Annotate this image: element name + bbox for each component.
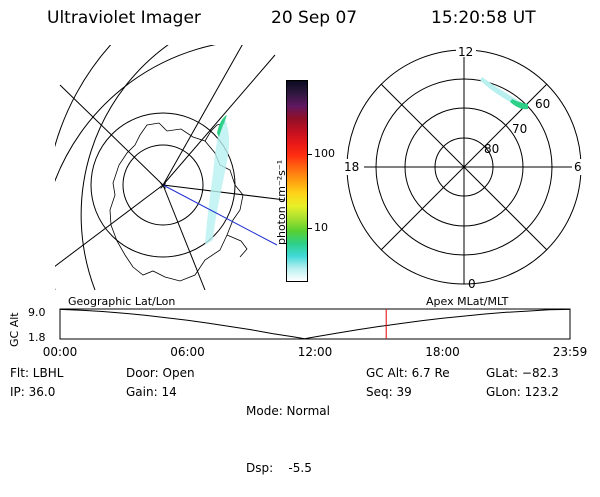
apex-grid-label: Apex MLat/MLT — [426, 295, 509, 308]
gc-alt-ylabel: GC Alt — [8, 312, 21, 347]
polar-plot: 12 18 6 0 60 70 80 — [342, 45, 586, 290]
glon-label: GLon: 123.2 — [486, 385, 559, 399]
mlt-label-0: 0 — [468, 277, 476, 290]
gc-alt-frame — [59, 308, 571, 340]
latitude-arc-3 — [55, 45, 112, 290]
xtick-label: 12:00 — [297, 345, 333, 359]
gain-label: Gain: 14 — [126, 385, 177, 399]
mlt-label-left-bg — [342, 159, 364, 175]
meridian-3 — [55, 184, 164, 267]
ytick-top: 9.0 — [28, 306, 46, 319]
pole-marker: × — [159, 181, 167, 192]
meridian-6 — [162, 184, 206, 290]
time-label: 15:20:58 UT — [431, 8, 536, 28]
ytick-bottom: 1.8 — [28, 331, 46, 344]
gc-alt-series-line — [59, 308, 570, 340]
geo-grid-label: Geographic Lat/Lon — [68, 295, 176, 308]
colorbar-tick-mark — [307, 154, 312, 156]
mlat-label-80: 80 — [484, 142, 499, 156]
xtick-label: 23:59 — [552, 345, 588, 359]
geographic-map: × — [55, 45, 285, 290]
polar-aurora-faint — [480, 77, 525, 107]
xtick-label: 18:00 — [425, 345, 460, 359]
instrument-title: Ultraviolet Imager — [47, 8, 201, 28]
mode-label: Mode: Normal — [246, 404, 330, 418]
mlt-label-18: 18 — [344, 160, 359, 174]
mlt-label-6: 6 — [574, 160, 582, 174]
latitude-arc-1 — [55, 45, 216, 183]
mlt-diag-2 — [380, 83, 548, 251]
filter-label: Flt: LBHL — [10, 366, 64, 380]
mlt-label-right-bg — [572, 159, 586, 175]
meridian-5 — [162, 184, 285, 201]
gc-alt-label: GC Alt: 6.7 Re — [366, 366, 450, 380]
mlat-label-70: 70 — [512, 122, 527, 136]
aurora-emission-bright — [217, 115, 227, 137]
latitude-circle-pole — [122, 144, 204, 226]
antarctica-coastline — [109, 122, 244, 282]
mlt-label-12: 12 — [458, 45, 473, 59]
seq-label: Seq: 39 — [366, 385, 412, 399]
polar-aurora-bright — [510, 99, 528, 110]
aurora-emission-faint — [205, 117, 230, 245]
glat-label: GLat: −82.3 — [486, 366, 559, 380]
door-label: Door: Open — [126, 366, 195, 380]
mlt-label-top-bg — [456, 45, 476, 57]
date-label: 20 Sep 07 — [271, 8, 358, 28]
meridian-4 — [162, 54, 276, 186]
meridian-2 — [59, 84, 164, 186]
colorbar-tick-label: 100 — [314, 147, 335, 161]
latitude-arc-2 — [80, 45, 169, 290]
xtick-label: 00:00 — [42, 345, 78, 359]
dsp-label: Dsp: -5.5 — [246, 461, 312, 475]
xtick-label: 06:00 — [170, 345, 205, 359]
colorbar — [286, 80, 308, 282]
colorbar-tick-mark — [307, 228, 312, 230]
ip-label: IP: 36.0 — [10, 385, 56, 399]
colorbar-tick-label: 10 — [314, 221, 328, 235]
gc-alt-chart: GC Alt 9.0 1.8 — [8, 306, 571, 347]
ice-shelf-coast — [226, 234, 248, 258]
sun-direction-line — [162, 184, 278, 246]
mlat-label-60: 60 — [535, 97, 550, 111]
colorbar-unit-label: photon cm⁻²s⁻¹ — [275, 159, 288, 245]
meridian-1 — [162, 45, 243, 186]
